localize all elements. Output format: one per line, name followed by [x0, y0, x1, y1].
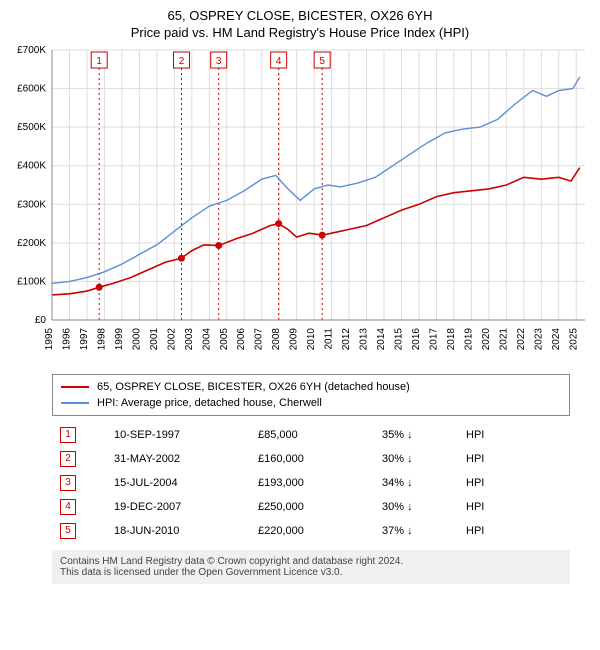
marker-badge-num: 1	[96, 56, 102, 67]
legend-swatch	[61, 402, 89, 404]
x-tick-label: 2005	[219, 328, 230, 351]
sale-hpi-label: HPI	[460, 424, 490, 446]
sale-marker-dot	[178, 255, 185, 262]
y-tick-label: £200K	[17, 238, 46, 249]
x-tick-label: 2014	[376, 328, 387, 351]
x-tick-label: 2004	[201, 328, 212, 351]
legend: 65, OSPREY CLOSE, BICESTER, OX26 6YH (de…	[52, 374, 570, 416]
y-tick-label: £500K	[17, 122, 46, 133]
legend-swatch	[61, 386, 89, 388]
row-badge: 2	[60, 451, 76, 467]
legend-label: HPI: Average price, detached house, Cher…	[97, 397, 322, 409]
marker-badge-num: 2	[179, 56, 185, 67]
sale-hpi-label: HPI	[460, 496, 490, 518]
y-tick-label: £400K	[17, 161, 46, 172]
row-badge: 4	[60, 499, 76, 515]
x-tick-label: 1997	[79, 328, 90, 351]
sale-hpi-label: HPI	[460, 520, 490, 542]
sale-pct: 37% ↓	[376, 520, 458, 542]
chart-area: £0 £100K £200K £300K £400K £500K £600K £700K 199…	[0, 40, 600, 370]
x-tick-label: 2008	[271, 328, 282, 351]
y-tick-label: £0	[35, 315, 47, 326]
table-row: 4 19-DEC-2007£250,00030% ↓HPI	[54, 496, 490, 518]
x-tick-label: 2006	[236, 328, 247, 351]
sale-date: 18-JUN-2010	[108, 520, 250, 542]
x-tick-label: 2019	[463, 328, 474, 351]
sale-marker-dot	[215, 242, 222, 249]
marker-badge-num: 4	[276, 56, 282, 67]
x-tick-label: 2021	[498, 328, 509, 351]
x-tick-label: 2000	[131, 328, 142, 351]
price-chart: £0 £100K £200K £300K £400K £500K £600K £700K 199…	[0, 40, 600, 370]
x-tick-label: 2009	[289, 328, 300, 351]
marker-badge-num: 3	[216, 56, 222, 67]
sale-date: 10-SEP-1997	[108, 424, 250, 446]
sale-marker-dot	[275, 220, 282, 227]
x-tick-label: 2002	[166, 328, 177, 351]
y-tick-label: £600K	[17, 84, 46, 95]
x-tick-label: 2015	[394, 328, 405, 351]
table-row: 3 15-JUL-2004£193,00034% ↓HPI	[54, 472, 490, 494]
legend-item: 65, OSPREY CLOSE, BICESTER, OX26 6YH (de…	[61, 379, 561, 395]
title-subtitle: Price paid vs. HM Land Registry's House …	[0, 25, 600, 40]
legend-item: HPI: Average price, detached house, Cher…	[61, 395, 561, 411]
x-tick-label: 1998	[96, 328, 107, 351]
table-row: 2 31-MAY-2002£160,00030% ↓HPI	[54, 448, 490, 470]
sale-hpi-label: HPI	[460, 448, 490, 470]
x-tick-label: 2018	[446, 328, 457, 351]
row-badge: 5	[60, 523, 76, 539]
row-badge: 3	[60, 475, 76, 491]
table-row: 5 18-JUN-2010£220,00037% ↓HPI	[54, 520, 490, 542]
copyright-line2: This data is licensed under the Open Gov…	[60, 567, 562, 578]
sale-price: £85,000	[252, 424, 374, 446]
x-tick-label: 2022	[516, 328, 527, 351]
sale-date: 19-DEC-2007	[108, 496, 250, 518]
copyright-notice: Contains HM Land Registry data © Crown c…	[52, 550, 570, 584]
x-tick-label: 2023	[533, 328, 544, 351]
x-tick-label: 2011	[324, 328, 335, 350]
sale-pct: 30% ↓	[376, 496, 458, 518]
x-tick-label: 2024	[551, 328, 562, 351]
table-row: 1 10-SEP-1997£85,00035% ↓HPI	[54, 424, 490, 446]
x-tick-label: 2007	[254, 328, 265, 351]
x-tick-label: 1996	[61, 328, 72, 351]
x-tick-label: 2020	[481, 328, 492, 351]
sale-date: 31-MAY-2002	[108, 448, 250, 470]
sale-marker-dot	[96, 284, 103, 291]
y-tick-label: £700K	[17, 45, 46, 56]
y-tick-label: £100K	[17, 276, 46, 287]
row-badge: 1	[60, 427, 76, 443]
x-tick-label: 1995	[44, 328, 55, 351]
x-tick-label: 2001	[149, 328, 160, 351]
sale-price: £220,000	[252, 520, 374, 542]
sale-pct: 34% ↓	[376, 472, 458, 494]
x-tick-label: 1999	[114, 328, 125, 351]
sales-table: 110-SEP-1997£85,00035% ↓HPI231-MAY-2002£…	[52, 422, 492, 544]
x-tick-label: 2003	[184, 328, 195, 351]
chart-titles: 65, OSPREY CLOSE, BICESTER, OX26 6YH Pri…	[0, 0, 600, 40]
sale-price: £193,000	[252, 472, 374, 494]
copyright-line1: Contains HM Land Registry data © Crown c…	[60, 556, 562, 567]
x-tick-label: 2010	[306, 328, 317, 351]
y-tick-label: £300K	[17, 199, 46, 210]
sale-pct: 30% ↓	[376, 448, 458, 470]
sale-pct: 35% ↓	[376, 424, 458, 446]
x-tick-label: 2025	[568, 328, 579, 351]
marker-badge-num: 5	[319, 56, 325, 67]
x-tick-label: 2013	[359, 328, 370, 351]
sale-hpi-label: HPI	[460, 472, 490, 494]
x-tick-label: 2012	[341, 328, 352, 351]
sale-price: £250,000	[252, 496, 374, 518]
sale-price: £160,000	[252, 448, 374, 470]
sale-date: 15-JUL-2004	[108, 472, 250, 494]
sale-marker-dot	[319, 232, 326, 239]
x-tick-label: 2017	[428, 328, 439, 351]
legend-label: 65, OSPREY CLOSE, BICESTER, OX26 6YH (de…	[97, 381, 410, 393]
x-tick-label: 2016	[411, 328, 422, 351]
title-address: 65, OSPREY CLOSE, BICESTER, OX26 6YH	[0, 8, 600, 23]
